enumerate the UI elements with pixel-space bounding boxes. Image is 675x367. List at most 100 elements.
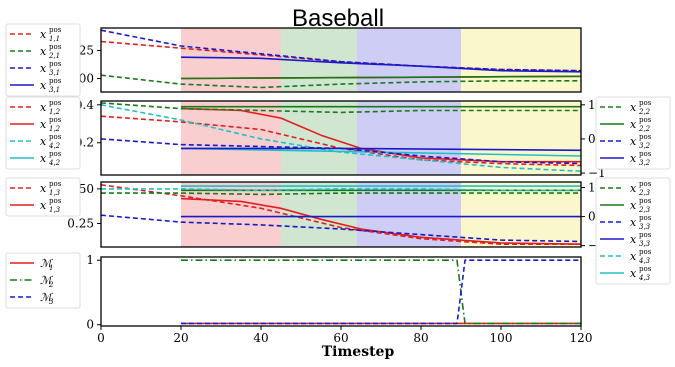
legend-label: ℳ [40,291,54,304]
y-tick-label: 0 [86,318,94,332]
legend-sup: pos [49,180,62,188]
legend-sub: 3,3 [639,223,651,231]
legend-sub: 1 [49,264,53,272]
legend-sub: 4,3 [638,257,651,265]
legend-sub: 3,1 [49,86,60,94]
legend-box [5,23,81,97]
phase-band-3 [357,28,461,92]
x-tick-label: 20 [173,331,188,345]
legend-sub: 1,2 [49,108,61,116]
legend-sup: pos [49,150,62,158]
legend-sup: pos [49,133,62,141]
legend-sup: pos [49,43,62,51]
legend-sub: 3,1 [49,69,60,77]
legend-label: x [630,118,637,131]
series-line-5 [100,214,582,243]
legend-box [595,96,671,170]
series-line-2 [180,197,582,245]
legend-label: x [40,45,47,58]
series-line-3 [101,192,581,196]
y2-tick-label: −1 [588,166,606,180]
x-tick-label: 0 [97,331,105,345]
legend-box [5,252,81,309]
legend-label: ℳ [40,257,54,270]
legend-label: x [630,267,637,280]
series-line-3 [100,29,582,72]
series-line-2 [100,74,581,89]
axes-frame [100,27,582,93]
legend-sup: pos [639,265,652,273]
legend-sub: 3 [49,298,54,306]
legend-sub: 2,1 [48,52,60,60]
legend-label: x [630,135,637,148]
legend-label: x [40,118,47,131]
legend-sup: pos [639,197,652,205]
legend-label: x [40,79,47,92]
phase-band-4 [461,28,581,92]
y-tick-label: 0.25 [67,216,94,230]
y-tick-label: 1 [86,253,94,267]
y2-tick-label: 0 [588,132,596,146]
series-line-4 [180,56,582,73]
x-tick-label: 120 [570,331,593,345]
legend-sub: 1,1 [49,35,60,43]
legend-sup: pos [639,99,652,107]
legend-sup: pos [49,60,62,68]
phase-band-1 [181,182,281,247]
legend-sub: 3,2 [639,142,651,150]
legend-label: x [40,62,47,75]
legend-box [5,96,81,170]
legend-sub: 2 [48,281,54,289]
phase-band-2 [281,182,357,247]
legend-label: x [40,28,47,41]
series-line-3 [181,259,581,325]
legend-label: x [40,152,47,165]
legend-sup: pos [49,99,62,107]
series-line-8 [181,147,582,152]
legend-sup: pos [49,26,62,34]
legend-sup: pos [49,116,62,124]
legend-label: x [630,250,637,263]
axes-frame [100,100,582,176]
series-line-2 [181,259,581,325]
legend-sup: pos [639,116,652,124]
x-tick-label: 80 [413,331,428,345]
legend-label: x [630,182,637,195]
legend-label: x [40,182,47,195]
legend-sup: pos [639,150,652,158]
x-tick-label: 60 [333,331,348,345]
panel-3: 0.500.2510−1xpos1,3xpos1,3xpos2,3xpos2,3… [5,177,671,285]
phase-band-3 [357,101,461,175]
legend-label: ℳ [40,274,54,287]
phase-band-4 [461,182,581,247]
series-line-7 [101,188,581,192]
legend-label: x [630,152,637,165]
x-tick-label: 100 [490,331,513,345]
legend-sup: pos [49,77,62,85]
x-axis-label: Timestep [322,344,395,360]
legend-sub: 4,2 [48,159,61,167]
legend-sub: 2,2 [638,125,651,133]
legend-sup: pos [639,214,652,222]
y2-tick-label: 1 [588,98,596,112]
legend-sub: 2,3 [638,189,651,197]
legend-sup: pos [639,248,652,256]
series-line-6 [180,75,582,80]
legend-label: x [630,199,637,212]
legend-sub: 2,2 [638,108,651,116]
legend-label: x [630,216,637,229]
legend-sub: 4,3 [638,274,651,282]
legend-sub: 2,3 [638,206,651,214]
legend-label: x [630,101,637,114]
legend-sup: pos [639,231,652,239]
legend-sup: pos [49,197,62,205]
legend-sub: 4,2 [48,142,61,150]
axes-frame [100,181,582,248]
